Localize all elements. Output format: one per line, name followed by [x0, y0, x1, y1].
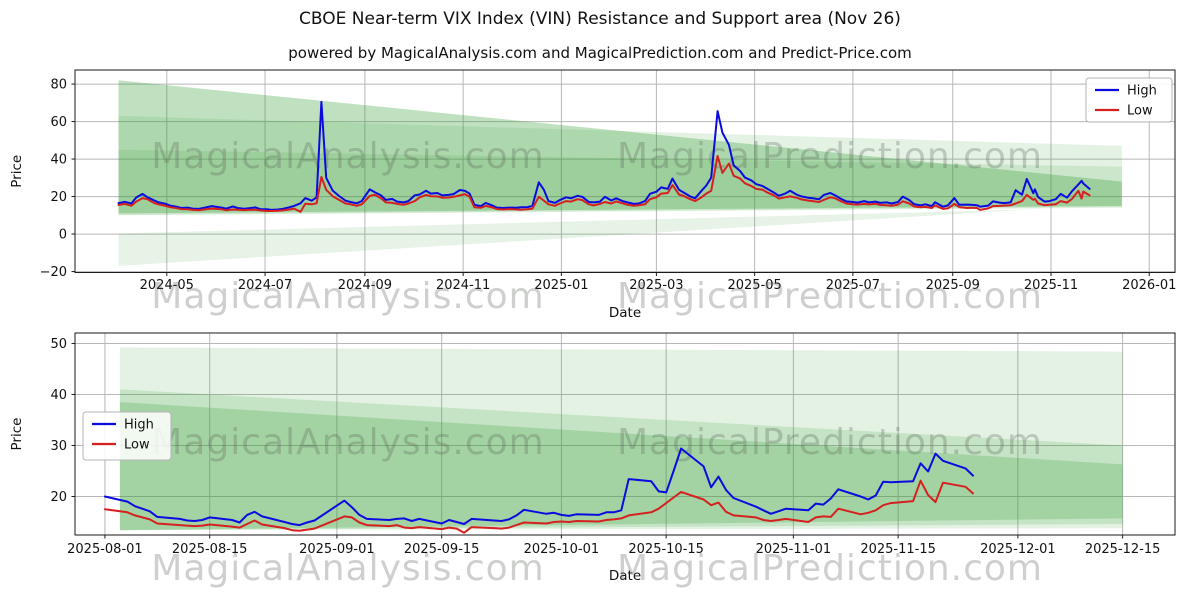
watermark-text: MagicalPrediction.com: [617, 422, 1043, 463]
x-tick-label: 2025-12-01: [980, 542, 1056, 557]
x-tick-label: 2025-11-01: [756, 542, 832, 557]
x-tick-label: 2025-05: [727, 278, 781, 293]
high-line: [103, 447, 974, 527]
y-axis-label: Price: [9, 418, 25, 451]
outer-light-band: [119, 347, 1123, 531]
legend-high-label: High: [124, 418, 154, 433]
plot-border: [74, 69, 1176, 273]
y-tick-label: 50: [50, 337, 67, 352]
x-tick-label: 2025-08-01: [67, 542, 143, 557]
y-tick-label: 20: [50, 490, 67, 505]
x-tick-label: 2024-07: [238, 278, 292, 293]
x-tick-label: 2025-10-15: [628, 542, 704, 557]
x-tick-label: 2025-03: [629, 278, 683, 293]
y-tick-label: 80: [50, 78, 67, 93]
x-tick-label: 2025-11: [1024, 278, 1078, 293]
y-tick-label: 40: [50, 153, 67, 168]
x-tick-label: 2024-09: [338, 278, 392, 293]
lower-support-wedge: [118, 209, 1032, 266]
y-tick-label: 0: [59, 228, 67, 243]
mid-light-band: [118, 149, 1122, 215]
x-tick-label: 2025-07: [826, 278, 880, 293]
x-tick-label: 2025-09-15: [404, 542, 480, 557]
y-tick-label: 40: [50, 388, 67, 403]
low-line: [117, 154, 1091, 213]
legend-low-label: Low: [1127, 104, 1153, 119]
x-tick-label: 2026-01: [1122, 278, 1176, 293]
y-tick-label: 60: [50, 115, 67, 130]
mid-band: [119, 389, 1123, 531]
x-axis-label: Date: [609, 305, 641, 321]
watermark-text: MagicalAnalysis.com: [151, 422, 544, 463]
y-axis-label: Price: [9, 155, 25, 188]
plot-border: [74, 332, 1176, 536]
x-tick-label: 2025-09-01: [299, 542, 375, 557]
x-tick-label: 2024-05: [140, 278, 194, 293]
low-line: [103, 479, 974, 534]
x-tick-label: 2025-08-15: [172, 542, 248, 557]
x-tick-label: 2025-09: [926, 278, 980, 293]
y-tick-label: −20: [40, 265, 67, 280]
x-tick-label: 2025-10-01: [524, 542, 600, 557]
y-tick-label: 30: [50, 439, 67, 454]
main-resistance-support-band: [118, 80, 1122, 214]
chart-subtitle: powered by MagicalAnalysis.com and Magic…: [288, 44, 912, 62]
legend-high-label: High: [1127, 84, 1157, 99]
top-chart: MagicalAnalysis.com MagicalPrediction.com…: [9, 69, 1176, 321]
legend: High Low: [1085, 77, 1173, 123]
high-line: [117, 100, 1091, 211]
y-tick-label: 20: [50, 190, 67, 205]
legend-low-label: Low: [124, 438, 150, 453]
x-tick-label: 2025-12-15: [1085, 542, 1161, 557]
watermark-text: MagicalAnalysis.com: [151, 136, 544, 177]
x-tick-label: 2025-11-15: [860, 542, 936, 557]
x-tick-label: 2024-11: [436, 278, 490, 293]
x-axis-label: Date: [609, 568, 641, 584]
x-tick-label: 2025-01: [534, 278, 588, 293]
chart-title: CBOE Near-term VIX Index (VIN) Resistanc…: [299, 9, 901, 29]
legend: High Low: [82, 411, 172, 461]
bottom-chart: MagicalAnalysis.com MagicalPrediction.com…: [9, 332, 1176, 584]
watermark-text: MagicalPrediction.com: [617, 136, 1043, 177]
